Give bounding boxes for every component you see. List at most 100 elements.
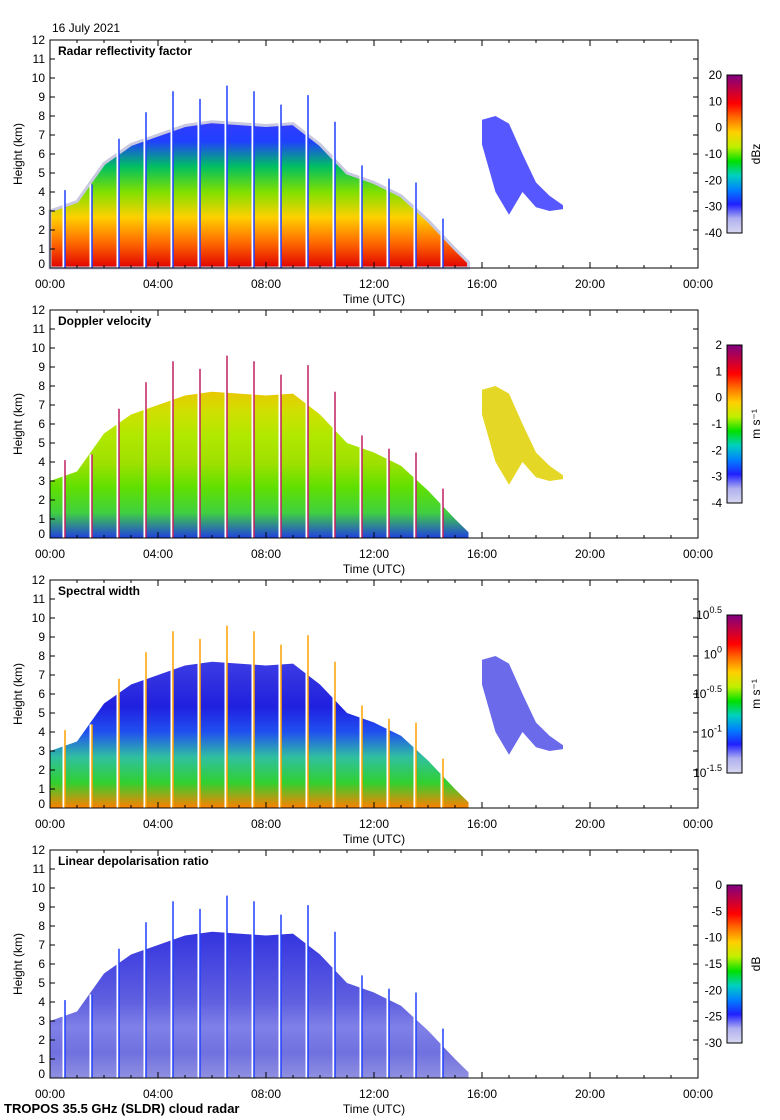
exponent: -0.5 (706, 684, 722, 694)
y-tick-label: 0 (38, 1067, 45, 1081)
x-tick-label: 00:00 (35, 547, 65, 561)
y-tick-label: 2 (38, 223, 45, 237)
cloud-echo-main (50, 661, 469, 808)
x-tick-label: 00:00 (683, 1087, 713, 1101)
colorbar-tick-label: -2 (711, 443, 722, 457)
cloud-echo-second (482, 656, 563, 755)
x-tick-label: 20:00 (575, 817, 605, 831)
y-tick-label: 9 (38, 360, 45, 374)
x-tick-label: 04:00 (143, 1087, 173, 1101)
y-tick-label: 6 (38, 417, 45, 431)
cloud-echo-main (48, 120, 470, 270)
y-axis-label: Height (km) (11, 933, 25, 995)
y-tick-label: 10 (32, 341, 46, 355)
y-tick-label: 9 (38, 630, 45, 644)
y-tick-label: 4 (38, 185, 45, 199)
y-tick-label: 10 (32, 71, 46, 85)
y-tick-label: 12 (32, 573, 46, 587)
y-tick-label: 6 (38, 687, 45, 701)
x-tick-label: 00:00 (35, 277, 65, 291)
y-tick-label: 9 (38, 900, 45, 914)
x-tick-label: 16:00 (467, 277, 497, 291)
y-tick-label: 12 (32, 843, 46, 857)
y-tick-label: 0 (38, 527, 45, 541)
date-label: 16 July 2021 (52, 21, 121, 35)
x-tick-label: 12:00 (359, 817, 389, 831)
y-axis-label: Height (km) (11, 663, 25, 725)
instrument-label: TROPOS 35.5 GHz (SLDR) cloud radar (4, 1101, 240, 1116)
colorbar-tick-label: -20 (705, 173, 723, 187)
x-axis-label: Time (UTC) (343, 292, 405, 306)
x-tick-label: 08:00 (251, 547, 281, 561)
x-tick-label: 16:00 (467, 547, 497, 561)
colorbar-tick-label: -10 (705, 147, 723, 161)
x-tick-label: 20:00 (575, 1087, 605, 1101)
x-tick-label: 08:00 (251, 1087, 281, 1101)
panel-title: Spectral width (58, 584, 140, 598)
y-tick-label: 1 (38, 1052, 45, 1066)
x-tick-label: 20:00 (575, 277, 605, 291)
colorbar-tick-label: -15 (705, 957, 723, 971)
colorbar-tick-label: -10 (705, 931, 723, 945)
y-tick-label: 2 (38, 763, 45, 777)
y-tick-label: 0 (38, 257, 45, 271)
y-tick-label: 8 (38, 379, 45, 393)
colorbar-tick-label: 10-1.5 (693, 763, 722, 780)
x-tick-label: 04:00 (143, 277, 173, 291)
exponent: 0 (717, 645, 722, 655)
x-tick-label: 12:00 (359, 547, 389, 561)
colorbar-tick-label: -5 (711, 904, 722, 918)
x-axis-label: Time (UTC) (343, 562, 405, 576)
x-tick-label: 12:00 (359, 1087, 389, 1101)
y-tick-label: 2 (38, 493, 45, 507)
y-tick-label: 7 (38, 668, 45, 682)
y-tick-label: 8 (38, 649, 45, 663)
y-tick-label: 3 (38, 1014, 45, 1028)
colorbar-tick-label: -20 (705, 983, 723, 997)
colorbar-tick-label: -4 (711, 496, 722, 510)
cloud-echo-second (482, 386, 563, 485)
cloud-echo-second (482, 116, 563, 215)
panel-title: Doppler velocity (58, 314, 152, 328)
y-tick-label: 1 (38, 782, 45, 796)
exponent: -1 (714, 724, 722, 734)
cloud-echo-main (50, 391, 469, 538)
y-tick-label: 1 (38, 242, 45, 256)
y-tick-label: 3 (38, 204, 45, 218)
y-tick-label: 0 (38, 797, 45, 811)
x-axis-label: Time (UTC) (343, 832, 405, 846)
x-tick-label: 00:00 (35, 1087, 65, 1101)
colorbar-tick-label: -25 (705, 1010, 723, 1024)
y-tick-label: 11 (33, 322, 46, 336)
x-tick-label: 00:00 (683, 277, 713, 291)
y-tick-label: 7 (38, 938, 45, 952)
y-tick-label: 10 (32, 881, 46, 895)
y-tick-label: 4 (38, 455, 45, 469)
y-tick-label: 9 (38, 90, 45, 104)
x-tick-label: 08:00 (251, 277, 281, 291)
x-axis-label: Time (UTC) (343, 1102, 405, 1116)
x-tick-label: 00:00 (35, 817, 65, 831)
y-tick-label: 5 (38, 436, 45, 450)
colorbar (726, 74, 743, 234)
colorbar-tick-label: 10-0.5 (693, 684, 722, 701)
colorbar-tick-label: 10 (709, 94, 723, 108)
x-tick-label: 00:00 (683, 817, 713, 831)
y-tick-label: 6 (38, 147, 45, 161)
y-tick-label: 7 (38, 128, 45, 142)
panel-title: Radar reflectivity factor (58, 44, 192, 58)
y-tick-label: 10 (32, 611, 46, 625)
colorbar-tick-label: 0 (715, 121, 722, 135)
y-tick-label: 8 (38, 109, 45, 123)
y-tick-label: 3 (38, 474, 45, 488)
colorbar (726, 344, 743, 504)
y-tick-label: 5 (38, 706, 45, 720)
colorbar-tick-label: 2 (715, 338, 722, 352)
y-tick-label: 1 (38, 512, 45, 526)
colorbar-tick-label: 1 (715, 364, 722, 378)
y-tick-label: 11 (33, 592, 46, 606)
x-tick-label: 16:00 (467, 817, 497, 831)
